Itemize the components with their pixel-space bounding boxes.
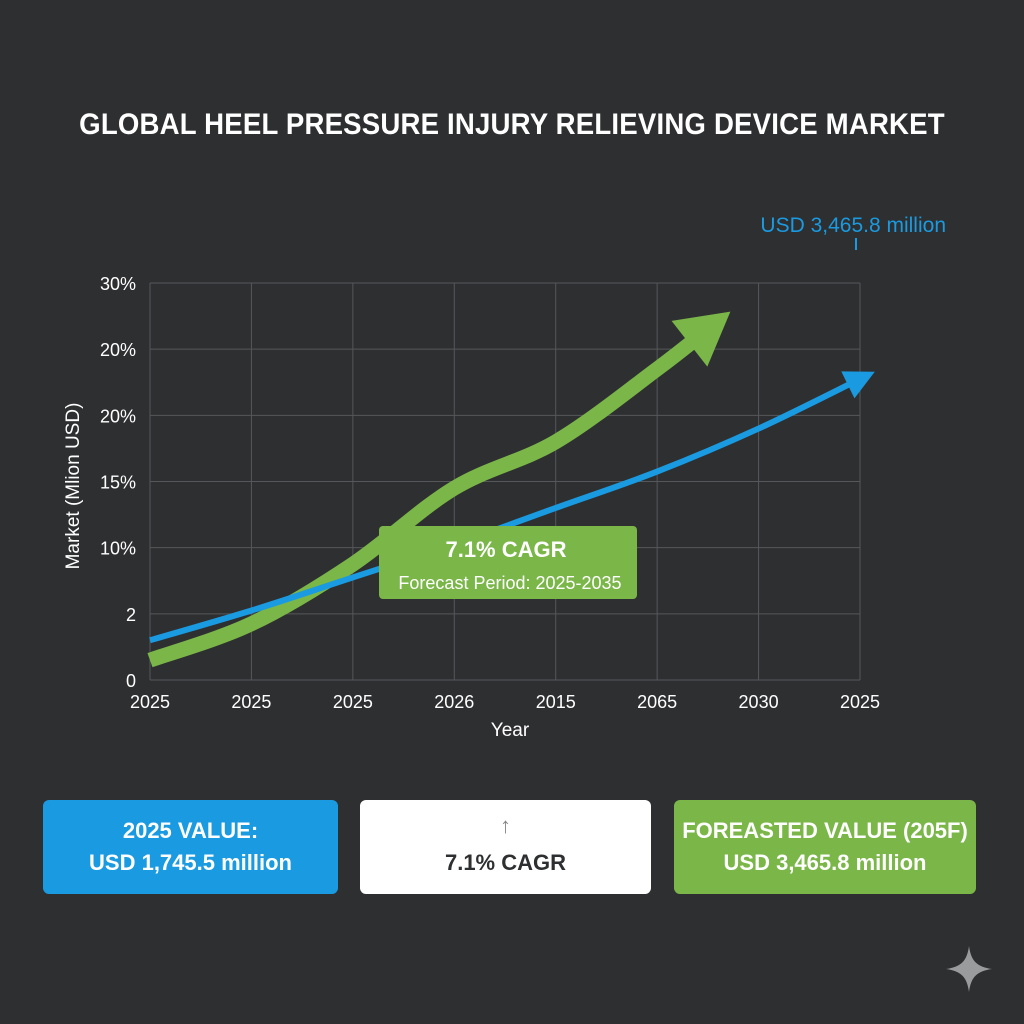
x-tick-label: 2025 <box>333 692 373 712</box>
x-axis-label: Year <box>491 720 530 741</box>
x-axis-ticks: 2025 2025 2025 2026 2015 2065 2030 2025 <box>130 692 880 712</box>
x-tick-label: 2025 <box>130 692 170 712</box>
y-tick-label: 20% <box>100 406 136 426</box>
chart-series <box>147 311 875 668</box>
x-tick-label: 2065 <box>637 692 677 712</box>
y-tick-label: 2 <box>126 605 136 625</box>
x-tick-label: 2025 <box>231 692 271 712</box>
cagr-annotation-title: 7.1% CAGR <box>445 537 566 562</box>
green-series-arrowhead <box>671 311 731 367</box>
x-tick-label: 2015 <box>536 692 576 712</box>
base-value-title: 2025 VALUE: <box>122 818 259 844</box>
sparkle-icon <box>946 946 992 992</box>
x-tick-label: 2030 <box>739 692 779 712</box>
base-value-card: 2025 VALUE: USD 1,745.5 million <box>43 800 338 894</box>
y-tick-label: 0 <box>126 671 136 691</box>
cagr-card-text: 7.1% CAGR <box>444 850 567 876</box>
y-tick-label: 10% <box>100 539 136 559</box>
blue-series-end-label: USD 3,465.8 million <box>760 214 946 237</box>
blue-series-line <box>149 376 862 644</box>
y-tick-label: 30% <box>100 274 136 294</box>
cagr-annotation: 7.1% CAGR Forecast Period: 2025-2035 <box>379 526 637 599</box>
blue-series-arrowhead <box>841 371 875 399</box>
x-tick-label: 2026 <box>434 692 474 712</box>
y-tick-label: 20% <box>100 340 136 360</box>
forecast-value-title: FOREASTED VALUE (205F) <box>682 818 968 844</box>
base-value-amount: USD 1,745.5 million <box>89 850 292 875</box>
cagr-card: ↑ 7.1% CAGR <box>360 800 651 894</box>
y-axis-label: Market (Mlion USD) <box>63 403 84 570</box>
forecast-value-amount: USD 3,465.8 million <box>723 850 927 875</box>
y-axis-ticks: 0 2 10% 15% 20% 20% 30% <box>100 274 136 691</box>
up-arrow-icon: ↑ <box>500 813 511 839</box>
x-tick-label: 2025 <box>840 692 880 712</box>
green-series-line <box>147 323 713 668</box>
y-tick-label: 15% <box>100 473 136 493</box>
forecast-value-card: FOREASTED VALUE (205F) USD 3,465.8 milli… <box>674 800 976 894</box>
cagr-annotation-subtitle: Forecast Period: 2025-2035 <box>398 573 621 593</box>
chart-title: GLOBAL HEEL PRESSURE INJURY RELIEVING DE… <box>79 108 945 141</box>
